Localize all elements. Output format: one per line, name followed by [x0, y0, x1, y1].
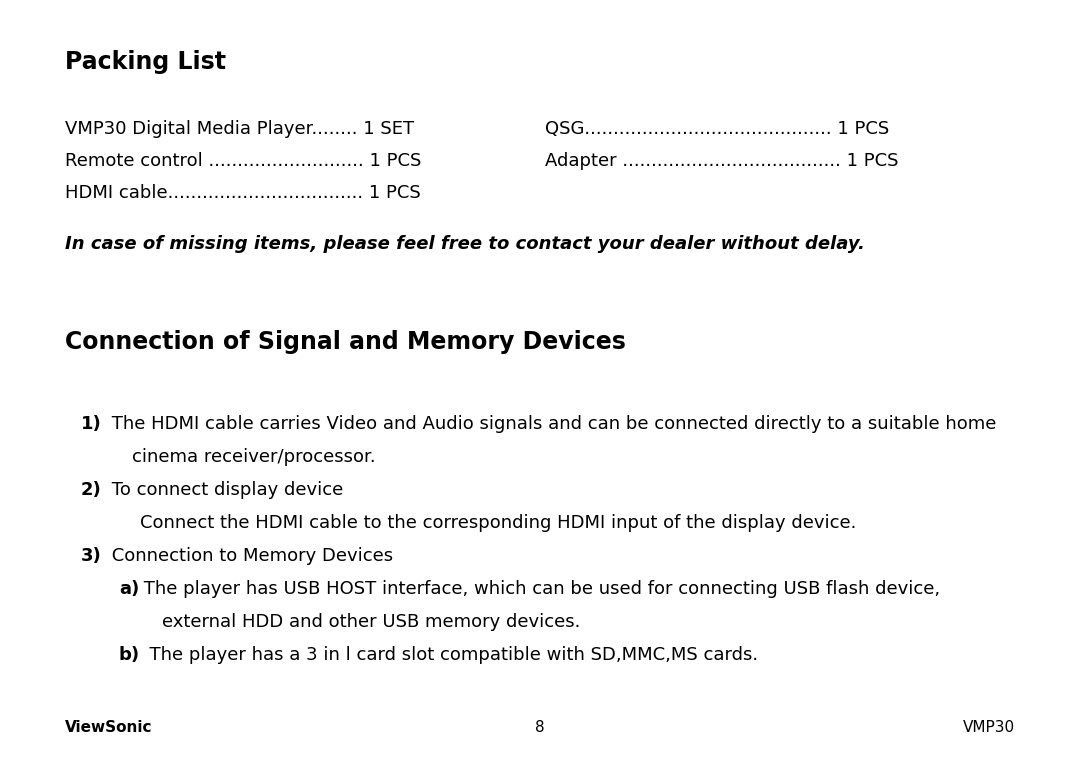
Text: Adapter ...................................... 1 PCS: Adapter ................................…	[545, 152, 899, 170]
Text: To connect display device: To connect display device	[106, 481, 343, 499]
Text: The HDMI cable carries Video and Audio signals and can be connected directly to : The HDMI cable carries Video and Audio s…	[106, 415, 996, 433]
Text: HDMI cable.................................. 1 PCS: HDMI cable..............................…	[65, 184, 421, 202]
Text: Connect the HDMI cable to the corresponding HDMI input of the display device.: Connect the HDMI cable to the correspond…	[140, 514, 856, 532]
Text: 1): 1)	[81, 415, 102, 433]
Text: The player has a 3 in l card slot compatible with SD,MMC,MS cards.: The player has a 3 in l card slot compat…	[138, 646, 758, 664]
Text: ViewSonic: ViewSonic	[65, 720, 152, 735]
Text: VMP30 Digital Media Player........ 1 SET: VMP30 Digital Media Player........ 1 SET	[65, 120, 414, 138]
Text: external HDD and other USB memory devices.: external HDD and other USB memory device…	[162, 613, 580, 631]
Text: Connection to Memory Devices: Connection to Memory Devices	[106, 547, 393, 565]
Text: 2): 2)	[81, 481, 102, 499]
Text: The player has USB HOST interface, which can be used for connecting USB flash de: The player has USB HOST interface, which…	[138, 580, 941, 598]
Text: Packing List: Packing List	[65, 50, 226, 74]
Text: a): a)	[119, 580, 139, 598]
Text: 8: 8	[536, 720, 544, 735]
Text: 3): 3)	[81, 547, 102, 565]
Text: cinema receiver/processor.: cinema receiver/processor.	[132, 448, 376, 466]
Text: In case of missing items, please feel free to contact your dealer without delay.: In case of missing items, please feel fr…	[65, 235, 865, 253]
Text: b): b)	[119, 646, 140, 664]
Text: Remote control ........................... 1 PCS: Remote control .........................…	[65, 152, 421, 170]
Text: VMP30: VMP30	[963, 720, 1015, 735]
Text: QSG........................................... 1 PCS: QSG.....................................…	[545, 120, 889, 138]
Text: Connection of Signal and Memory Devices: Connection of Signal and Memory Devices	[65, 330, 626, 354]
